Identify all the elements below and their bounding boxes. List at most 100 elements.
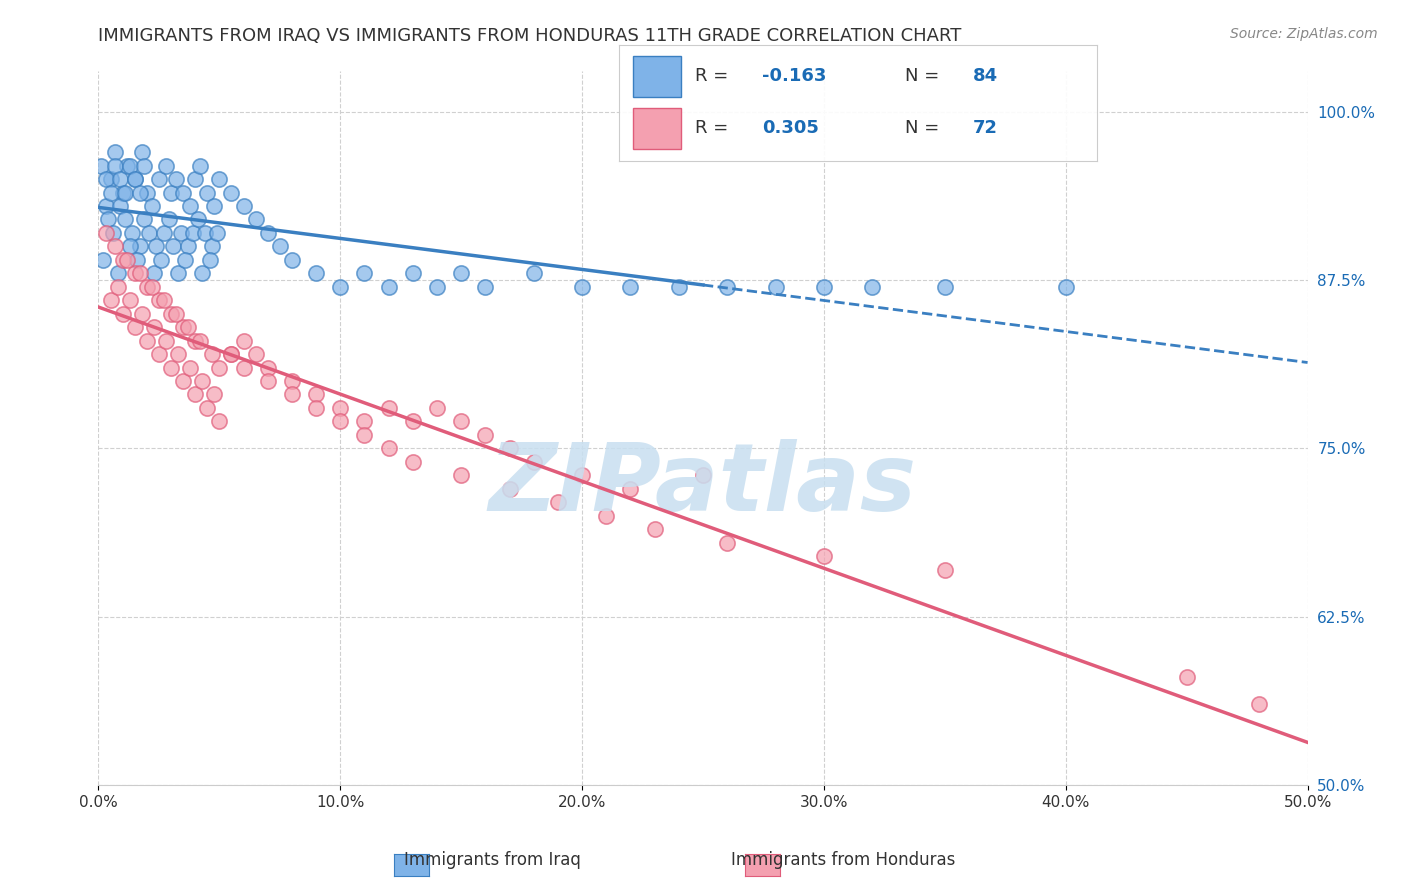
- Point: [256, 374, 278, 388]
- Point: [128, 239, 150, 253]
- Point: [118, 159, 141, 173]
- Point: [934, 280, 956, 294]
- Point: [134, 212, 156, 227]
- Point: [353, 414, 375, 428]
- Point: [208, 172, 231, 186]
- Point: [114, 212, 136, 227]
- Point: [100, 186, 122, 200]
- Point: [644, 522, 666, 536]
- Point: [474, 280, 496, 294]
- Point: [450, 414, 472, 428]
- Point: [94, 199, 117, 213]
- Point: [426, 280, 449, 294]
- Point: [124, 320, 146, 334]
- Point: [145, 239, 167, 253]
- Point: [169, 226, 191, 240]
- Point: [194, 226, 217, 240]
- Point: [619, 280, 641, 294]
- Text: N =: N =: [905, 67, 945, 85]
- Point: [155, 334, 177, 348]
- Point: [523, 455, 546, 469]
- Point: [498, 442, 520, 456]
- Point: [232, 199, 254, 213]
- Text: IMMIGRANTS FROM IRAQ VS IMMIGRANTS FROM HONDURAS 11TH GRADE CORRELATION CHART: IMMIGRANTS FROM IRAQ VS IMMIGRANTS FROM …: [98, 27, 962, 45]
- Point: [353, 266, 375, 280]
- Point: [523, 266, 546, 280]
- Point: [134, 159, 156, 173]
- Point: [329, 414, 352, 428]
- Point: [94, 172, 117, 186]
- Point: [124, 172, 146, 186]
- Point: [571, 468, 593, 483]
- Point: [204, 199, 226, 213]
- Point: [377, 442, 399, 456]
- Point: [104, 145, 127, 160]
- Point: [143, 266, 166, 280]
- Text: 72: 72: [973, 120, 997, 137]
- Point: [108, 199, 131, 213]
- Point: [1249, 697, 1271, 711]
- Text: R =: R =: [695, 67, 734, 85]
- Point: [232, 360, 254, 375]
- Point: [716, 535, 738, 549]
- Text: 0.305: 0.305: [762, 120, 818, 137]
- Point: [157, 212, 180, 227]
- Point: [111, 186, 134, 200]
- Point: [135, 280, 157, 294]
- Point: [281, 387, 304, 401]
- Point: [179, 199, 201, 213]
- Point: [191, 374, 214, 388]
- Point: [124, 266, 146, 280]
- Point: [426, 401, 449, 415]
- Text: Immigrants from Honduras: Immigrants from Honduras: [731, 851, 956, 869]
- Point: [117, 159, 139, 173]
- Point: [160, 360, 183, 375]
- Point: [141, 280, 163, 294]
- Point: [148, 347, 170, 361]
- Point: [94, 226, 117, 240]
- Point: [155, 159, 177, 173]
- Point: [152, 293, 174, 308]
- Point: [150, 252, 173, 267]
- Point: [813, 280, 835, 294]
- FancyBboxPatch shape: [633, 56, 681, 97]
- Point: [402, 414, 425, 428]
- Point: [329, 401, 352, 415]
- Point: [104, 239, 127, 253]
- Point: [148, 293, 170, 308]
- Point: [152, 226, 174, 240]
- Point: [111, 307, 134, 321]
- Text: N =: N =: [905, 120, 945, 137]
- Text: 84: 84: [973, 67, 997, 85]
- Point: [179, 360, 201, 375]
- Point: [117, 252, 139, 267]
- Point: [498, 482, 520, 496]
- Point: [1054, 280, 1077, 294]
- Point: [934, 562, 956, 576]
- Point: [198, 252, 221, 267]
- Point: [107, 266, 129, 280]
- Point: [148, 172, 170, 186]
- Point: [353, 428, 375, 442]
- Point: [188, 159, 211, 173]
- Point: [860, 280, 883, 294]
- Point: [121, 226, 143, 240]
- Text: Immigrants from Iraq: Immigrants from Iraq: [404, 851, 581, 869]
- Point: [281, 374, 304, 388]
- Point: [184, 387, 207, 401]
- Point: [97, 212, 120, 227]
- Point: [256, 360, 278, 375]
- Point: [201, 347, 224, 361]
- Point: [305, 401, 328, 415]
- Point: [184, 172, 207, 186]
- Point: [127, 252, 149, 267]
- Point: [329, 280, 352, 294]
- Point: [221, 186, 243, 200]
- Text: -0.163: -0.163: [762, 67, 827, 85]
- Point: [668, 280, 690, 294]
- Point: [450, 468, 472, 483]
- Point: [765, 280, 787, 294]
- Point: [571, 280, 593, 294]
- Point: [256, 226, 278, 240]
- Point: [118, 239, 141, 253]
